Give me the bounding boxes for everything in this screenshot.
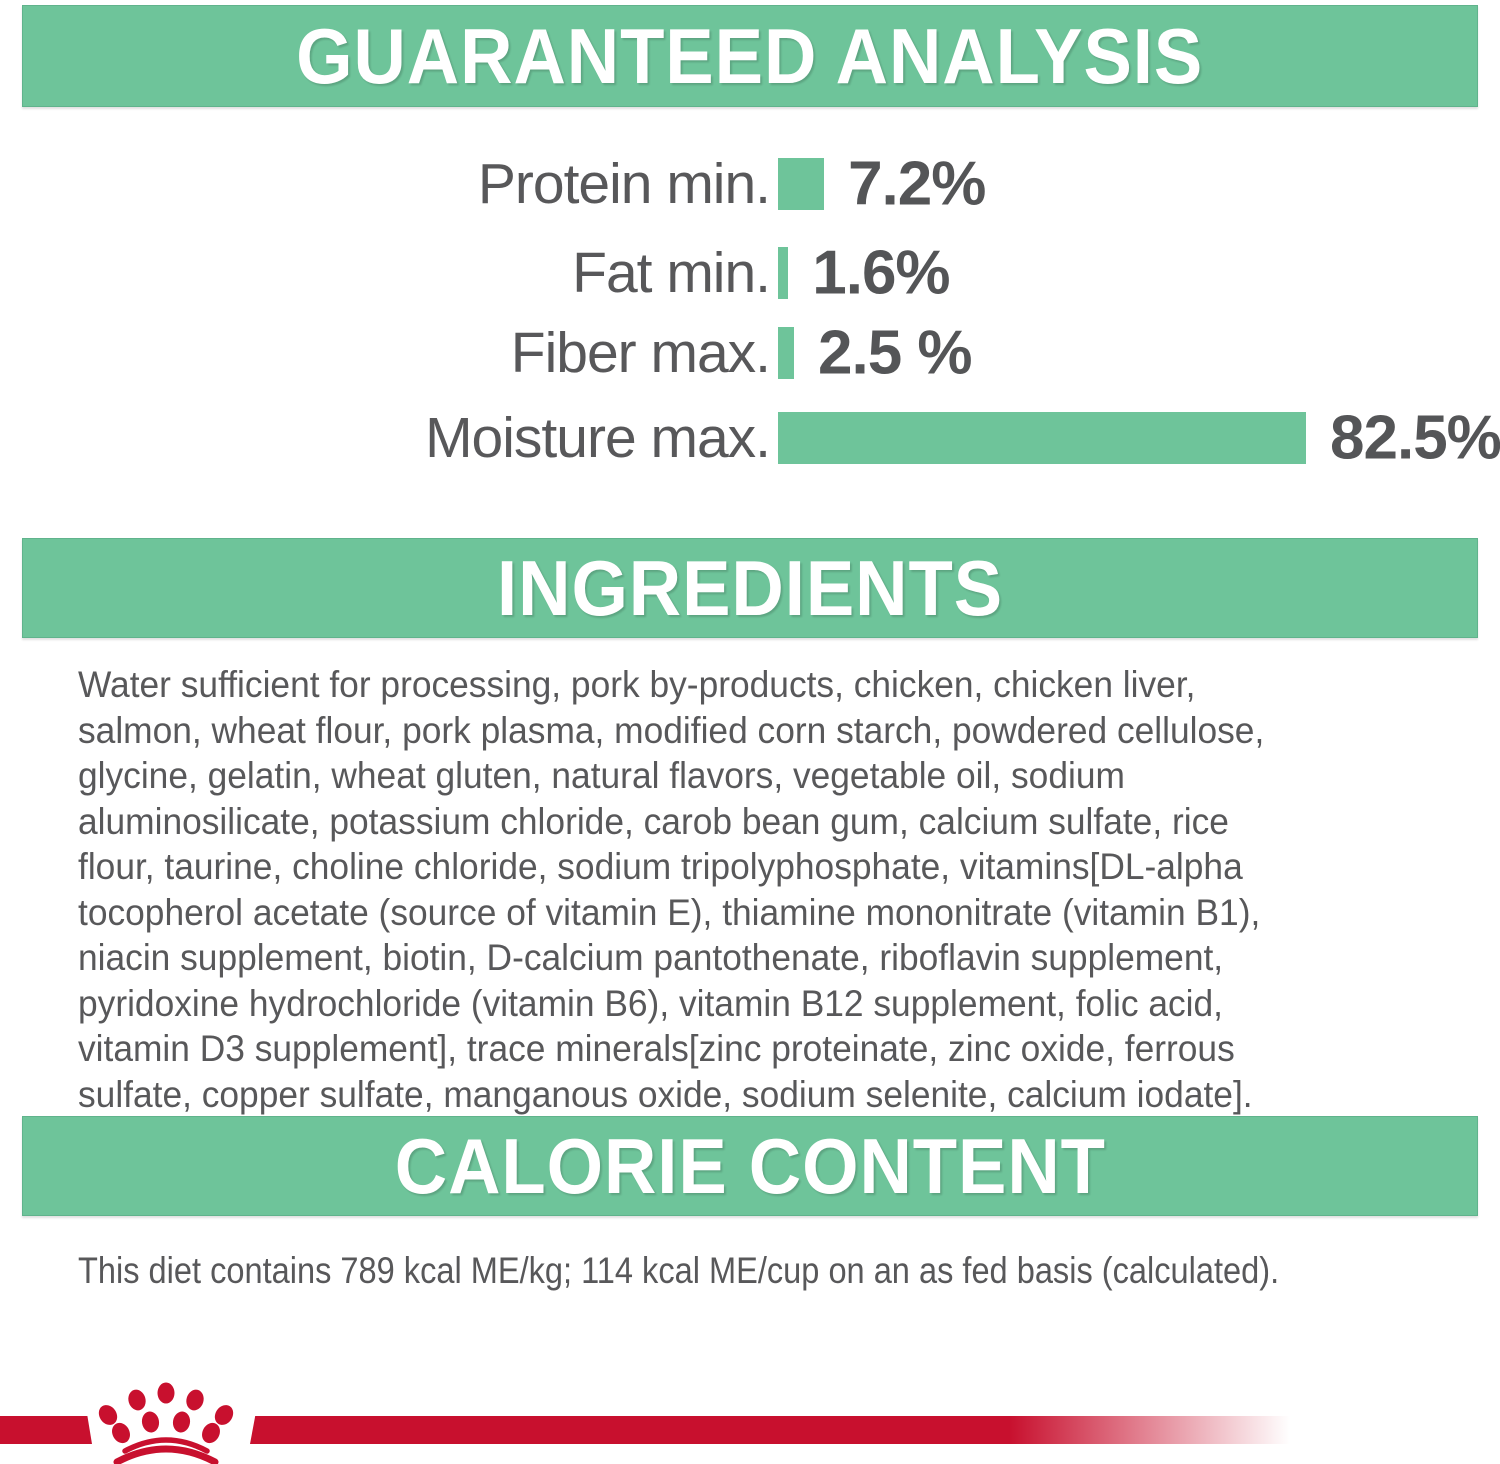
guaranteed-analysis-chart: Protein min. 7.2% Fat min. 1.6% Fiber max. 2.… bbox=[0, 0, 1500, 538]
chart-value-label: 1.6% bbox=[812, 238, 950, 308]
ingredients-paragraph: Water sufficient for processing, pork by… bbox=[78, 662, 1468, 1117]
crown-dots bbox=[98, 1382, 234, 1444]
brand-stripe-left bbox=[0, 1416, 92, 1444]
chart-row: Moisture max. 82.5% bbox=[0, 404, 1500, 473]
ingredients-banner: INGREDIENTS bbox=[22, 538, 1478, 638]
chart-row: Fat min. 1.6% bbox=[0, 239, 1500, 308]
chart-row-label: Moisture max. bbox=[425, 406, 771, 470]
guaranteed-analysis-title: GUARANTEED ANALYSIS bbox=[296, 12, 1204, 100]
chart-value-label: 2.5 % bbox=[818, 318, 973, 388]
guaranteed-analysis-banner: GUARANTEED ANALYSIS bbox=[22, 5, 1478, 107]
ingredients-line: niacin supplement, biotin, D-calcium pan… bbox=[78, 937, 1224, 978]
chart-row: Protein min. 7.2% bbox=[0, 150, 1500, 219]
ingredients-line: glycine, gelatin, wheat gluten, natural … bbox=[78, 755, 1125, 796]
chart-bar bbox=[778, 247, 789, 299]
calorie-content-banner: CALORIE CONTENT bbox=[22, 1116, 1478, 1216]
brand-stripe-right bbox=[250, 1416, 1290, 1444]
ingredients-line: sulfate, copper sulfate, manganous oxide… bbox=[78, 1073, 1253, 1115]
chart-row: Fiber max. 2.5 % bbox=[0, 319, 1500, 388]
chart-row-label: Protein min. bbox=[477, 152, 771, 216]
ingredients-line: pyridoxine hydrochloride (vitamin B6), v… bbox=[78, 982, 1224, 1024]
ingredients-line: aluminosilicate, potassium chloride, car… bbox=[78, 800, 1229, 842]
chart-bar bbox=[778, 158, 825, 210]
chart-bar bbox=[778, 412, 1306, 464]
calorie-content-title: CALORIE CONTENT bbox=[394, 1122, 1106, 1210]
chart-row-label: Fiber max. bbox=[510, 321, 771, 385]
royal-canin-crown-logo bbox=[98, 1382, 234, 1464]
chart-value-label: 82.5% bbox=[1330, 403, 1500, 473]
calorie-content-text: This diet contains 789 kcal ME/kg; 114 k… bbox=[78, 1250, 1280, 1291]
ingredients-line: flour, taurine, choline chloride, sodium… bbox=[78, 846, 1243, 887]
ingredients-line: tocopherol acetate (source of vitamin E)… bbox=[78, 891, 1261, 933]
ingredients-line: vitamin D3 supplement], trace minerals[z… bbox=[78, 1028, 1235, 1069]
ingredients-line: salmon, wheat flour, pork plasma, modifi… bbox=[78, 709, 1265, 751]
ingredients-title: INGREDIENTS bbox=[497, 544, 1003, 632]
chart-bar bbox=[778, 327, 794, 379]
ingredients-line: Water sufficient for processing, pork by… bbox=[78, 664, 1196, 705]
crown-arc-lower bbox=[113, 1445, 219, 1464]
chart-value-label: 7.2% bbox=[848, 149, 986, 219]
chart-row-label: Fat min. bbox=[572, 241, 771, 305]
crown-arc-upper bbox=[122, 1437, 210, 1454]
